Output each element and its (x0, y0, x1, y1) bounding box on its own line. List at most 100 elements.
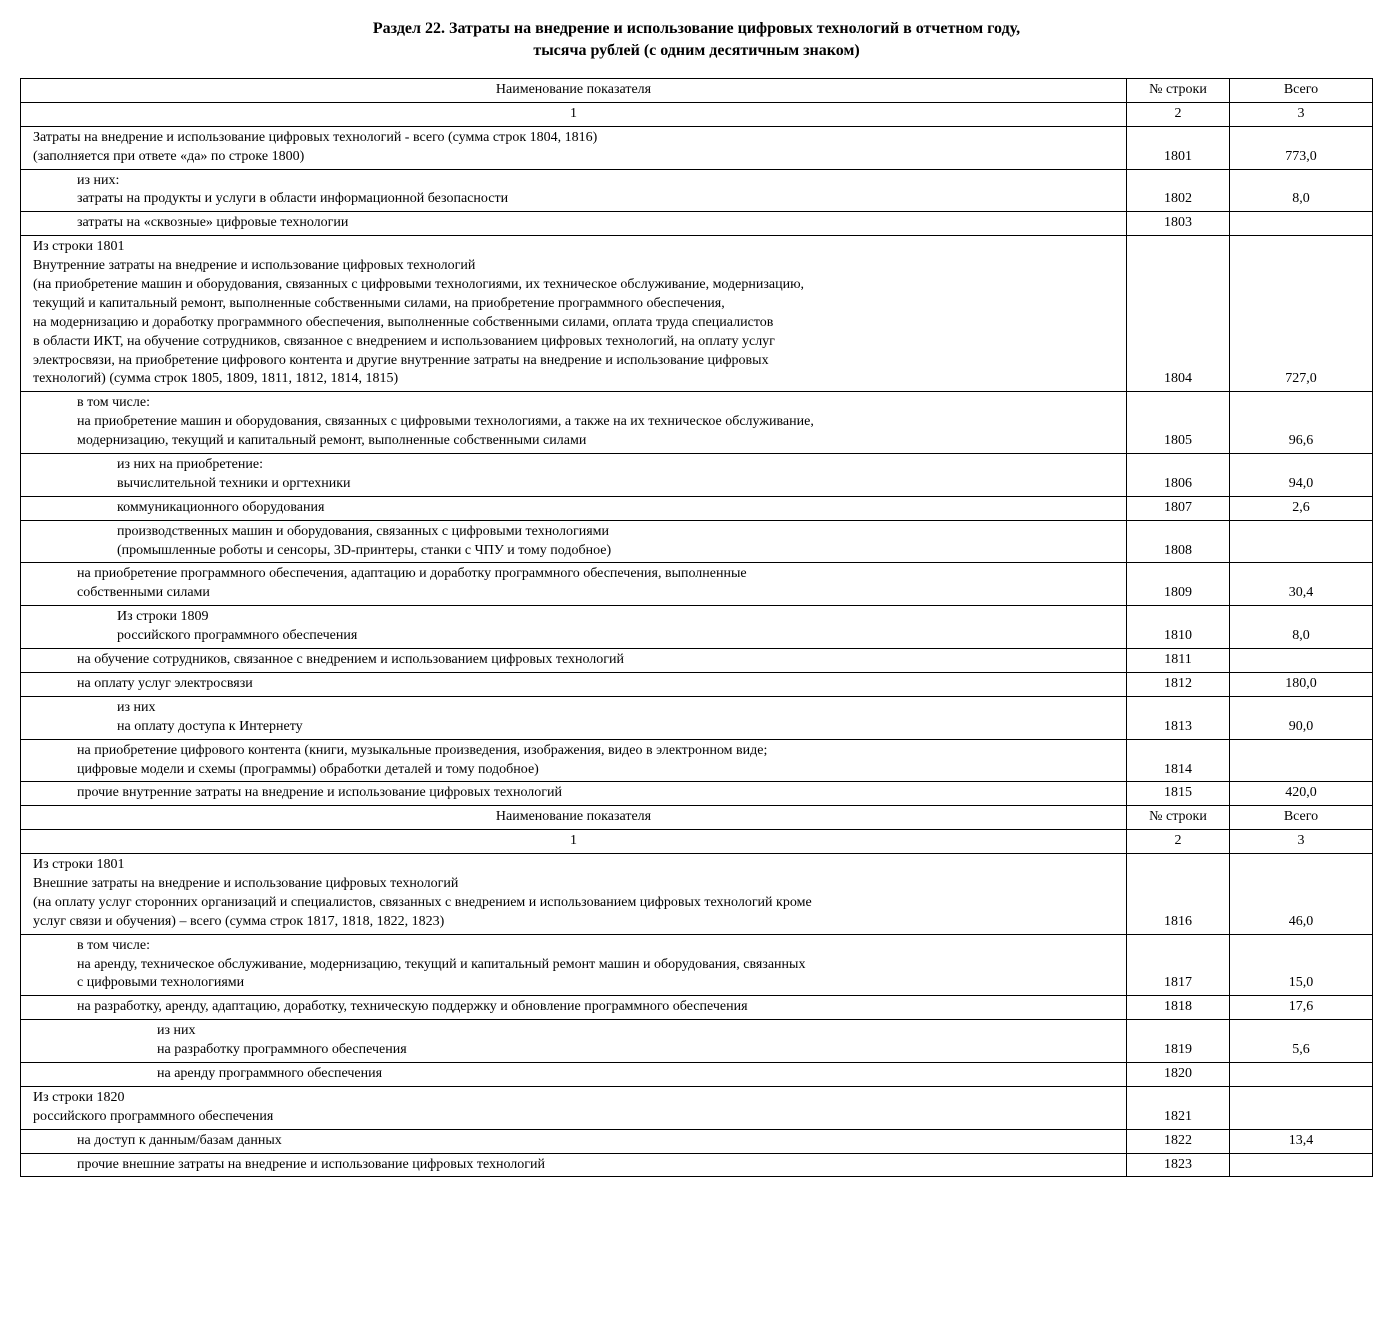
costs-table: Наименование показателя№ строкиВсего123З… (20, 78, 1373, 1177)
table-row: Затраты на внедрение и использование циф… (21, 126, 1373, 169)
indicator-line: коммуникационного оборудования (27, 499, 1120, 518)
indicator-line: затраты на «сквозные» цифровые технологи… (27, 214, 1120, 233)
row-number: 1812 (1127, 672, 1230, 696)
row-number: 1815 (1127, 782, 1230, 806)
row-total: 90,0 (1230, 696, 1373, 739)
row-total (1230, 520, 1373, 563)
row-total (1230, 212, 1373, 236)
row-total: 15,0 (1230, 934, 1373, 996)
indicator-line: на приобретение программного обеспечения… (27, 565, 1120, 584)
table-row: производственных машин и оборудования, с… (21, 520, 1373, 563)
row-total: 46,0 (1230, 854, 1373, 935)
indicator-line: цифровые модели и схемы (программы) обра… (27, 761, 1120, 780)
row-number: 1804 (1127, 236, 1230, 392)
header-col-3: 3 (1230, 830, 1373, 854)
indicator-line: Внешние затраты на внедрение и использов… (27, 875, 1120, 894)
row-number: 1816 (1127, 854, 1230, 935)
header-col-2: 2 (1127, 102, 1230, 126)
table-row: из нихна разработку программного обеспеч… (21, 1020, 1373, 1063)
table-row: Из строки 1801Внешние затраты на внедрен… (21, 854, 1373, 935)
table-row: на доступ к данным/базам данных182213,4 (21, 1129, 1373, 1153)
header-row: № строки (1127, 806, 1230, 830)
indicator-name: Из строки 1809российского программного о… (21, 606, 1127, 649)
indicator-line: Из строки 1801 (27, 238, 1120, 257)
row-total: 17,6 (1230, 996, 1373, 1020)
indicator-name: производственных машин и оборудования, с… (21, 520, 1127, 563)
indicator-name: затраты на «сквозные» цифровые технологи… (21, 212, 1127, 236)
table-row: из них на приобретение:вычислительной те… (21, 454, 1373, 497)
header-name: Наименование показателя (21, 806, 1127, 830)
indicator-line: Из строки 1809 (27, 608, 1120, 627)
table-row: на приобретение цифрового контента (книг… (21, 739, 1373, 782)
indicator-line: производственных машин и оборудования, с… (27, 523, 1120, 542)
indicator-line: прочие внешние затраты на внедрение и ис… (27, 1156, 1120, 1175)
indicator-name: на разработку, аренду, адаптацию, дорабо… (21, 996, 1127, 1020)
indicator-name: на обучение сотрудников, связанное с вне… (21, 649, 1127, 673)
indicator-line: на приобретение машин и оборудования, св… (27, 413, 1120, 432)
indicator-name: на аренду программного обеспечения (21, 1062, 1127, 1086)
indicator-line: на аренду программного обеспечения (27, 1065, 1120, 1084)
header-col-2: 2 (1127, 830, 1230, 854)
indicator-name: в том числе:на аренду, техническое обслу… (21, 934, 1127, 996)
row-number: 1822 (1127, 1129, 1230, 1153)
row-number: 1823 (1127, 1153, 1230, 1177)
indicator-name: Из строки 1801Внутренние затраты на внед… (21, 236, 1127, 392)
indicator-line: модернизацию, текущий и капитальный ремо… (27, 432, 1120, 451)
row-total (1230, 739, 1373, 782)
indicator-line: Затраты на внедрение и использование циф… (27, 129, 1120, 148)
indicator-line: на приобретение цифрового контента (книг… (27, 742, 1120, 761)
header-total: Всего (1230, 79, 1373, 103)
indicator-name: из них на приобретение:вычислительной те… (21, 454, 1127, 497)
indicator-name: на доступ к данным/базам данных (21, 1129, 1127, 1153)
row-number: 1801 (1127, 126, 1230, 169)
row-total: 8,0 (1230, 606, 1373, 649)
indicator-line: (на оплату услуг сторонних организаций и… (27, 894, 1120, 913)
row-number: 1807 (1127, 496, 1230, 520)
indicator-line: в области ИКТ, на обучение сотрудников, … (27, 333, 1120, 352)
row-total: 13,4 (1230, 1129, 1373, 1153)
table-row: на разработку, аренду, адаптацию, дорабо… (21, 996, 1373, 1020)
row-number: 1810 (1127, 606, 1230, 649)
header-col-3: 3 (1230, 102, 1373, 126)
indicator-line: Из строки 1801 (27, 856, 1120, 875)
indicator-name: на оплату услуг электросвязи (21, 672, 1127, 696)
indicator-line: в том числе: (27, 937, 1120, 956)
table-row: Из строки 1820российского программного о… (21, 1086, 1373, 1129)
indicator-line: Из строки 1820 (27, 1089, 1120, 1108)
row-total: 2,6 (1230, 496, 1373, 520)
header-row: № строки (1127, 79, 1230, 103)
row-number: 1803 (1127, 212, 1230, 236)
table-row: Из строки 1801Внутренние затраты на внед… (21, 236, 1373, 392)
row-number: 1819 (1127, 1020, 1230, 1063)
row-number: 1806 (1127, 454, 1230, 497)
indicator-line: из них: (27, 172, 1120, 191)
row-total: 773,0 (1230, 126, 1373, 169)
row-number: 1817 (1127, 934, 1230, 996)
row-total: 30,4 (1230, 563, 1373, 606)
indicator-line: из них на приобретение: (27, 456, 1120, 475)
table-row: на приобретение программного обеспечения… (21, 563, 1373, 606)
row-number: 1814 (1127, 739, 1230, 782)
row-number: 1802 (1127, 169, 1230, 212)
indicator-line: (промышленные роботы и сенсоры, 3D-принт… (27, 542, 1120, 561)
indicator-line: с цифровыми технологиями (27, 974, 1120, 993)
header-col-1: 1 (21, 830, 1127, 854)
table-row: прочие внешние затраты на внедрение и ис… (21, 1153, 1373, 1177)
indicator-line: услуг связи и обучения) – всего (сумма с… (27, 913, 1120, 932)
header-total: Всего (1230, 806, 1373, 830)
row-total: 727,0 (1230, 236, 1373, 392)
row-total: 180,0 (1230, 672, 1373, 696)
indicator-line: в том числе: (27, 394, 1120, 413)
row-total (1230, 1153, 1373, 1177)
indicator-name: в том числе:на приобретение машин и обор… (21, 392, 1127, 454)
row-total: 94,0 (1230, 454, 1373, 497)
indicator-name: Затраты на внедрение и использование циф… (21, 126, 1127, 169)
table-row: в том числе:на приобретение машин и обор… (21, 392, 1373, 454)
indicator-name: из нихна оплату доступа к Интернету (21, 696, 1127, 739)
row-number: 1808 (1127, 520, 1230, 563)
row-number: 1821 (1127, 1086, 1230, 1129)
row-number: 1811 (1127, 649, 1230, 673)
table-row: Из строки 1809российского программного о… (21, 606, 1373, 649)
indicator-line: (на приобретение машин и оборудования, с… (27, 276, 1120, 295)
row-number: 1818 (1127, 996, 1230, 1020)
